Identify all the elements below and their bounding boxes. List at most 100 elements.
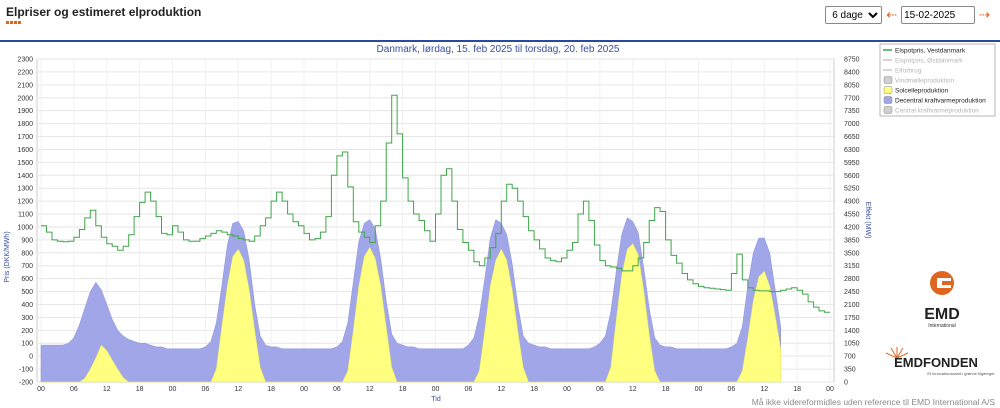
y-tick-left: 400 bbox=[21, 302, 33, 309]
disclaimer: Må ikke videreformidles uden reference t… bbox=[752, 397, 996, 407]
y-tick-left: 1700 bbox=[17, 134, 33, 141]
x-tick: 06 bbox=[596, 386, 604, 393]
chart-title: Danmark, lørdag, 15. feb 2025 til torsda… bbox=[377, 44, 620, 55]
emd-logo-text: EMD bbox=[924, 306, 960, 323]
x-tick: 18 bbox=[136, 386, 144, 393]
y-tick-right: 5250 bbox=[844, 186, 860, 193]
y-tick-right: 8400 bbox=[844, 69, 860, 76]
legend-label: Decentral kraftvarmeproduktion bbox=[895, 98, 986, 105]
y-tick-right: 7700 bbox=[844, 95, 860, 102]
y-axis-label-left: Pris (DKK/MWh) bbox=[4, 231, 11, 282]
legend-label: Elspotpris, Vestdanmark bbox=[895, 48, 966, 55]
y-tick-left: 1400 bbox=[17, 173, 33, 180]
legend-label: Vindmølleproduktion bbox=[895, 78, 955, 85]
y-tick-left: 800 bbox=[21, 250, 33, 257]
menu-dots-icon[interactable] bbox=[6, 21, 21, 24]
y-tick-left: 1000 bbox=[17, 224, 33, 231]
y-tick-left: 2300 bbox=[17, 57, 33, 64]
emd-fonden-tagline: Et innovationssamt i grønne tilgænger bbox=[927, 371, 995, 376]
y-tick-right: 8750 bbox=[844, 57, 860, 64]
y-tick-left: 500 bbox=[21, 289, 33, 296]
x-tick: 18 bbox=[530, 386, 538, 393]
y-tick-right: 4200 bbox=[844, 224, 860, 231]
arrow-left-icon[interactable]: ⇠ bbox=[886, 7, 898, 22]
legend-label: Elspotpris, Østdanmark bbox=[895, 58, 963, 65]
legend-item[interactable]: Vindmølleproduktion bbox=[883, 76, 955, 85]
y-tick-right: 2800 bbox=[844, 276, 860, 283]
y-tick-right: 350 bbox=[844, 367, 856, 374]
period-select[interactable]: 6 dage bbox=[825, 6, 883, 24]
y-tick-left: 1500 bbox=[17, 160, 33, 167]
legend-item[interactable]: Central kraftvarmeproduktion bbox=[883, 106, 979, 115]
production-areas bbox=[40, 217, 781, 383]
y-tick-left: 1200 bbox=[17, 199, 33, 206]
series-price-line bbox=[41, 94, 830, 313]
date-input[interactable] bbox=[901, 6, 976, 24]
y-tick-right: 1050 bbox=[844, 341, 860, 348]
x-tick: 12 bbox=[629, 386, 637, 393]
price-lines bbox=[41, 94, 830, 313]
x-tick: 00 bbox=[563, 386, 571, 393]
x-tick: 12 bbox=[103, 386, 111, 393]
legend-box bbox=[879, 43, 996, 117]
legend-swatch bbox=[883, 86, 893, 94]
y-tick-right: 4900 bbox=[844, 199, 860, 206]
x-tick: 06 bbox=[70, 386, 78, 393]
series-solar-area bbox=[41, 243, 781, 383]
y-tick-left: 300 bbox=[21, 315, 33, 322]
y-tick-right: 7350 bbox=[844, 108, 860, 115]
legend-item[interactable]: Solcelleproduktion bbox=[883, 86, 949, 95]
x-tick: 12 bbox=[366, 386, 374, 393]
x-tick: 06 bbox=[201, 386, 209, 393]
arrow-right-icon[interactable]: ⇢ bbox=[979, 7, 990, 22]
legend-item[interactable]: Elforbrug bbox=[883, 68, 922, 75]
x-tick: 00 bbox=[695, 386, 703, 393]
price-production-chart: 2300220021002000190018001700160015001400… bbox=[4, 43, 996, 407]
y-tick-right: 3500 bbox=[844, 250, 860, 257]
y-tick-left: 2200 bbox=[17, 69, 33, 76]
x-tick: 12 bbox=[234, 386, 242, 393]
x-tick: 06 bbox=[727, 386, 735, 393]
x-tick: 00 bbox=[432, 386, 440, 393]
y-tick-left: 1900 bbox=[17, 108, 33, 115]
legend-label: Central kraftvarmeproduktion bbox=[895, 108, 979, 115]
y-tick-right: 1750 bbox=[844, 315, 860, 322]
legend-label: Solcelleproduktion bbox=[895, 88, 949, 95]
controls-bar: 6 dage ⇠ ⇢ bbox=[825, 6, 990, 24]
y-tick-right: 3150 bbox=[844, 263, 860, 270]
legend-item[interactable]: Decentral kraftvarmeproduktion bbox=[883, 96, 986, 105]
grid bbox=[36, 58, 835, 383]
y-tick-left: -100 bbox=[19, 367, 33, 374]
x-tick: 00 bbox=[300, 386, 308, 393]
legend-swatch bbox=[883, 76, 893, 84]
y-tick-left: 100 bbox=[21, 341, 33, 348]
x-tick: 00 bbox=[169, 386, 177, 393]
x-tick: 18 bbox=[793, 386, 801, 393]
y-tick-right: 1400 bbox=[844, 328, 860, 335]
x-tick: 06 bbox=[464, 386, 472, 393]
legend-item[interactable]: Elspotpris, Vestdanmark bbox=[883, 48, 966, 55]
x-tick: 00 bbox=[826, 386, 834, 393]
x-tick: 18 bbox=[399, 386, 407, 393]
app-title: Elpriser og estimeret elproduktion bbox=[6, 5, 202, 19]
y-tick-right: 5600 bbox=[844, 173, 860, 180]
y-tick-right: 2100 bbox=[844, 302, 860, 309]
y-axis-label-right: Effekt (MW) bbox=[864, 202, 871, 239]
x-axis-label: Tid bbox=[431, 396, 441, 403]
y-tick-right: 3850 bbox=[844, 237, 860, 244]
x-tick: 00 bbox=[37, 386, 45, 393]
legend: Elspotpris, Vestdanmark Elspotpris, Østda… bbox=[879, 43, 996, 117]
y-tick-right: 0 bbox=[844, 380, 848, 387]
legend-item[interactable]: Elspotpris, Østdanmark bbox=[883, 58, 963, 65]
y-tick-left: 2000 bbox=[17, 95, 33, 102]
sun-icon bbox=[885, 347, 909, 359]
legend-swatch bbox=[883, 106, 893, 114]
y-tick-left: 900 bbox=[21, 237, 33, 244]
y-tick-left: 1300 bbox=[17, 186, 33, 193]
y-tick-left: 600 bbox=[21, 276, 33, 283]
emd-logo-subtext: International bbox=[928, 323, 956, 329]
y-tick-right: 7000 bbox=[844, 121, 860, 128]
y-tick-left: 1100 bbox=[18, 212, 33, 219]
y-tick-left: -200 bbox=[19, 380, 33, 387]
x-tick: 18 bbox=[267, 386, 275, 393]
